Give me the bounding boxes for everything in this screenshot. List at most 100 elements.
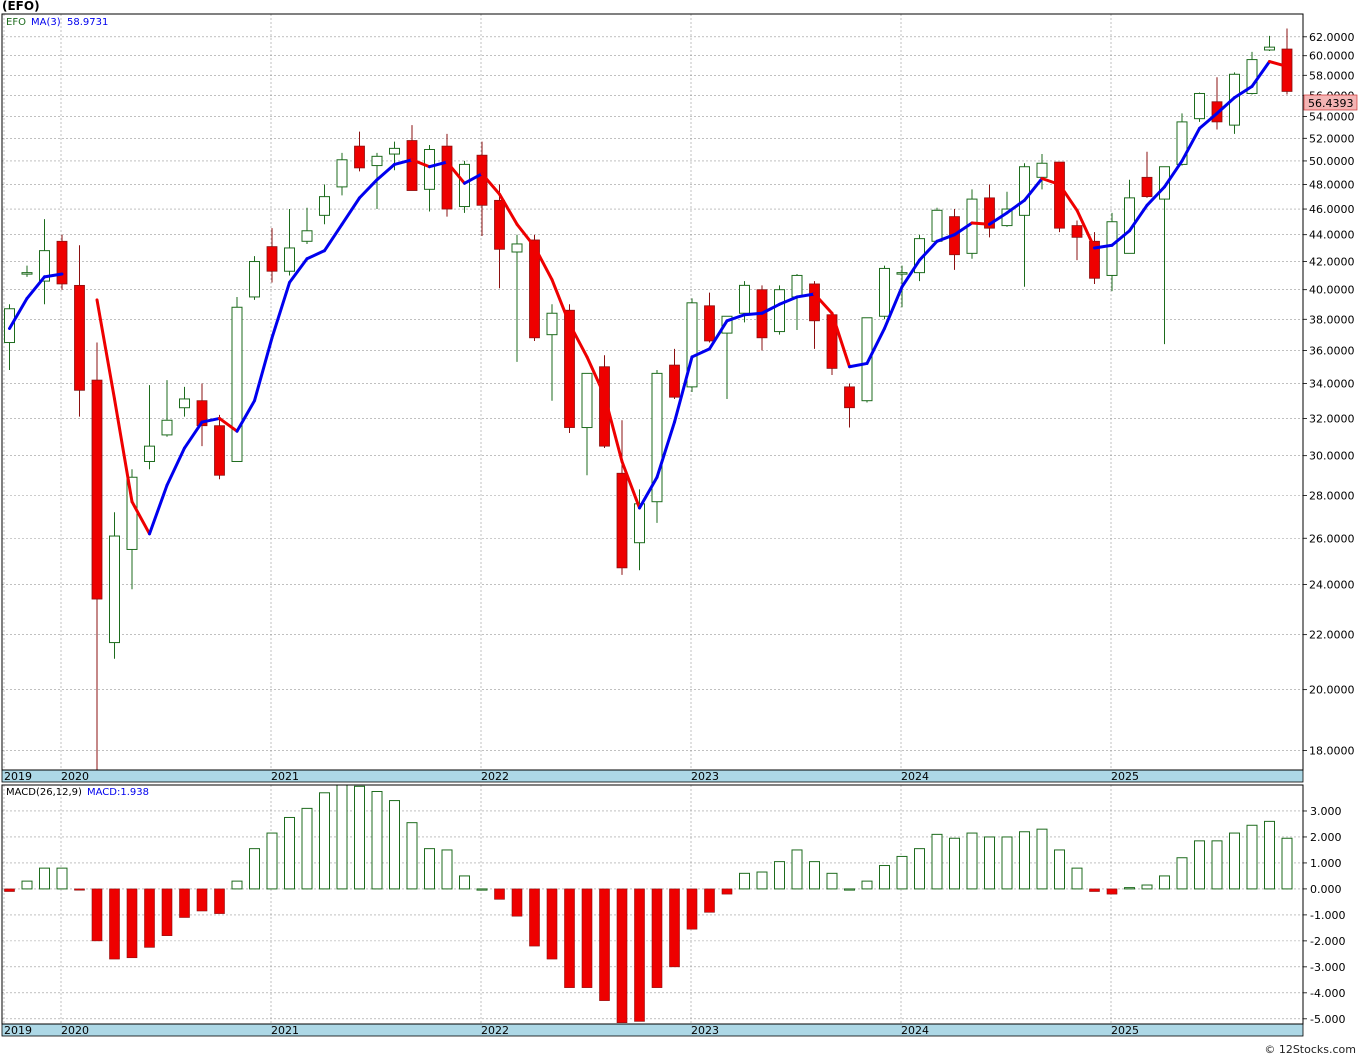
macd-tick-label: -4.000	[1310, 987, 1345, 1000]
macd-bar-up	[249, 848, 260, 890]
macd-bar-up	[949, 837, 960, 890]
price-candles	[4, 28, 1293, 770]
candle-body-up	[861, 317, 873, 402]
candle-body-up	[791, 274, 803, 298]
ma-segment	[1163, 159, 1184, 189]
candle-body-up	[39, 250, 50, 282]
ma-segment	[498, 192, 519, 226]
legend-ticker: EFO	[6, 17, 26, 28]
macd-bar-up	[984, 836, 995, 890]
candle-body-up	[371, 155, 383, 167]
ma-segment	[900, 258, 921, 289]
macd-bar-up	[966, 832, 978, 890]
ma-segment	[533, 245, 554, 282]
macd-tick-label: -1.000	[1310, 909, 1345, 922]
macd-bar-up	[21, 880, 33, 890]
candle-body-up	[459, 163, 470, 208]
candle-body-up	[1229, 73, 1240, 126]
macd-bar-up	[56, 867, 68, 890]
candle-body-up	[161, 419, 173, 436]
candle-body-down	[56, 240, 68, 285]
candle-body-down	[669, 364, 680, 398]
x-axis-band	[1, 1023, 1304, 1037]
macd-x-axis: 2019 2020 2021 2022 2023 2024 2025	[1, 1023, 1304, 1037]
macd-tick-label: 1.000	[1310, 857, 1342, 870]
candle-body-down	[529, 239, 540, 339]
candle-body-down	[196, 400, 208, 427]
ma-segment	[43, 272, 64, 279]
candle-body-up	[1264, 46, 1275, 51]
legends: EFO MA(3) 58.9731 MACD(26,12,9) MACD:1.9…	[6, 17, 149, 798]
macd-tick-label: -3.000	[1310, 961, 1345, 974]
ma-segment	[515, 222, 536, 249]
ma-segment	[235, 399, 256, 433]
ma-segment	[148, 483, 169, 536]
macd-bar-up	[319, 792, 330, 890]
candle-body-up	[1159, 166, 1170, 200]
macd-bar-up	[389, 800, 400, 890]
price-tick-label: 50.0000	[1309, 155, 1355, 168]
ma-segment	[813, 292, 834, 315]
macd-bar-up	[459, 875, 470, 890]
candle-body-up	[284, 247, 295, 272]
ma-segment	[830, 311, 851, 369]
ma-segment	[340, 196, 361, 226]
candle-body-up	[336, 159, 348, 188]
candle-body-up	[546, 312, 558, 336]
macd-bar-up	[354, 785, 365, 890]
candle-body-down	[616, 472, 628, 569]
x-tick-label: 2024	[901, 770, 929, 783]
ma-segment	[1005, 198, 1026, 215]
price-tick-label: 54.0000	[1309, 111, 1355, 124]
ma-segment	[113, 397, 134, 504]
price-x-axis: 2019 2020 2021 2022 2023 2024 2025	[1, 769, 1304, 783]
candle-body-up	[109, 535, 120, 644]
candle-body-up	[424, 149, 435, 190]
macd-bar-up	[809, 861, 820, 890]
ma-segment	[375, 162, 396, 182]
macd-bar-down	[1106, 888, 1118, 895]
price-tick-label: 44.0000	[1309, 229, 1355, 242]
ma-segment	[323, 222, 344, 253]
macd-bar-down	[161, 888, 173, 936]
candle-body-up	[774, 289, 785, 333]
candle-body-down	[266, 246, 278, 272]
macd-bar-up	[931, 833, 943, 890]
macd-bar-up	[231, 880, 243, 890]
macd-bar-down	[616, 888, 628, 1024]
ma-segment	[253, 336, 274, 403]
candle-body-up	[651, 372, 663, 503]
macd-bar-up	[1071, 867, 1083, 890]
ma-segment	[1233, 84, 1254, 100]
ma-segment	[708, 319, 729, 351]
chart-title: (EFO)	[2, 0, 40, 13]
price-tick-label: 60.0000	[1309, 50, 1355, 63]
x-tick-label: 2024	[901, 1024, 929, 1037]
ma-segment	[1058, 182, 1079, 212]
macd-bar-up	[266, 832, 278, 890]
x-tick-label: 2021	[271, 1024, 299, 1037]
price-frame	[1, 13, 1304, 771]
macd-bar-down	[546, 888, 558, 960]
price-tick-label: 28.0000	[1309, 489, 1355, 502]
price-tick-label: 52.0000	[1309, 132, 1355, 145]
candle-body-up	[231, 306, 243, 462]
ma-segment	[130, 500, 151, 536]
credit-text: © 12Stocks.com	[1264, 1043, 1356, 1056]
macd-tick-label: 3.000	[1310, 805, 1342, 818]
candle-body-up	[1194, 92, 1205, 120]
candle-body-up	[931, 209, 943, 242]
macd-bar-up	[1054, 849, 1065, 890]
candle-body-up	[319, 196, 330, 216]
candle-body-up	[301, 230, 313, 242]
macd-bar-down	[196, 888, 208, 912]
candle-body-down	[91, 379, 103, 600]
ma-segment	[410, 158, 431, 169]
x-tick-label: 2019	[4, 770, 32, 783]
macd-bars	[4, 784, 1293, 1024]
candle-body-down	[1141, 176, 1153, 198]
macd-tick-label: 0.000	[1310, 883, 1342, 896]
macd-bar-up	[371, 790, 383, 890]
